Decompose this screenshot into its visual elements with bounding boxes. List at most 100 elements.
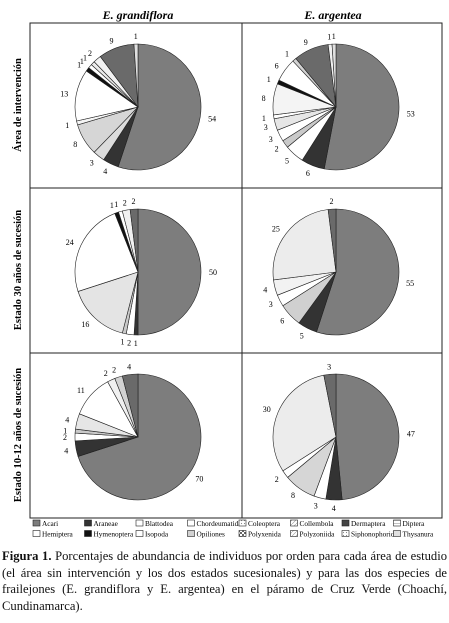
slice-label: 54	[208, 114, 216, 123]
legend-label: Opiliones	[197, 530, 226, 539]
slice-label: 3	[269, 135, 273, 144]
legend-swatch	[393, 519, 401, 527]
slice-label: 1	[327, 32, 331, 41]
pie-chart-figure: E. grandiflora E. argentea Área de inter…	[12, 8, 443, 539]
slice-label: 5	[285, 156, 289, 165]
slice-label: 9	[304, 38, 308, 47]
slice-label: 2	[112, 366, 116, 375]
slice-label: 24	[66, 238, 74, 247]
slice-label: 47	[407, 430, 415, 439]
slice-label: 70	[195, 475, 203, 484]
slice-label: 2	[104, 369, 108, 378]
legend-swatch	[187, 519, 195, 527]
pie-2-1: 47 4 3 8 2 30 3	[263, 362, 415, 513]
legend-swatch	[393, 530, 401, 537]
slice-label: 25	[272, 225, 280, 234]
pie-slice	[121, 373, 139, 438]
legend-label: Polyzoniida	[300, 530, 336, 539]
caption-label: Figura 1.	[2, 549, 52, 563]
slice-label: 2	[275, 475, 279, 484]
slice-label: 2	[132, 197, 136, 206]
slice-label: 4	[103, 167, 107, 176]
legend-swatch	[341, 530, 350, 537]
legend-swatch	[341, 519, 350, 527]
slice-label: 30	[263, 405, 271, 414]
slice-label: 2	[63, 433, 67, 442]
slice-label: 1	[110, 201, 114, 210]
legend-swatch	[238, 530, 247, 537]
slice-label: 1	[134, 339, 138, 348]
panel-grid	[29, 22, 443, 519]
column-header-argentea: E. argentea	[303, 8, 361, 22]
slice-label: 4	[263, 286, 267, 295]
slice-label: 3	[314, 502, 318, 511]
legend-label: Diptera	[403, 519, 426, 528]
caption-text: Porcentajes de abundancia de individuos …	[2, 549, 447, 613]
slice-label: 1	[80, 57, 84, 66]
legend-label: Polyxenida	[248, 530, 282, 539]
slice-label: 6	[275, 61, 279, 70]
legend-swatch	[84, 519, 92, 527]
slice-label: 1	[63, 426, 67, 435]
slice-label: 2	[330, 197, 334, 206]
slice-label: 3	[264, 123, 268, 132]
row-label-10-12-anos: Estado 10-12 años de sucesión	[13, 368, 24, 502]
slice-label: 5	[300, 331, 304, 340]
legend-swatch	[290, 519, 298, 527]
figure-caption: Figura 1. Porcentajes de abundancia de i…	[2, 548, 447, 614]
pie-slice	[272, 209, 337, 281]
legend-swatch	[135, 530, 144, 537]
row-label-30-anos: Estado 30 años de sucesión	[13, 210, 24, 330]
pie-slice	[77, 271, 139, 334]
legend-label: Collembola	[300, 519, 335, 528]
legend-swatch	[32, 519, 41, 527]
legend-label: Blattodea	[145, 519, 174, 528]
legend-label: Hemiptera	[42, 530, 74, 539]
pie-slice	[77, 373, 202, 501]
pie-slice	[327, 208, 337, 273]
column-header-grandiflora: E. grandiflora	[102, 8, 174, 22]
pie-slice	[323, 43, 400, 171]
slice-label: 4	[127, 363, 131, 372]
slice-label: 53	[407, 110, 415, 119]
pie-slice	[331, 43, 337, 108]
legend-label: Acari	[42, 519, 58, 528]
slice-label: 2	[88, 49, 92, 58]
slice-label: 4	[332, 504, 336, 513]
legend-swatch	[238, 519, 247, 527]
pie-slice	[129, 208, 139, 273]
slice-label: 50	[209, 268, 217, 277]
slice-label: 3	[327, 362, 331, 371]
legend-label: Thysanura	[403, 530, 435, 539]
slice-label: 1	[114, 200, 118, 209]
slice-label: 1	[262, 114, 266, 123]
slice-label: 8	[73, 140, 77, 149]
legend-label: Chordeumatida	[197, 519, 243, 528]
pie-slice	[316, 208, 400, 336]
slice-label: 1	[332, 32, 336, 41]
pie-slice	[272, 374, 337, 472]
slice-label: 2	[127, 338, 131, 347]
pie-slice	[323, 373, 337, 438]
legend-swatch	[32, 530, 41, 537]
legend-label: Hymenoptera	[94, 530, 134, 539]
slice-label: 1	[77, 61, 81, 70]
slice-label: 8	[262, 94, 266, 103]
pie-slice	[133, 43, 139, 108]
slice-label: 1	[267, 75, 271, 84]
slice-label: 6	[280, 317, 284, 326]
row-label-intervencion: Área de intervención	[12, 58, 24, 152]
slice-label: 1	[65, 121, 69, 130]
slice-label: 1	[134, 32, 138, 41]
pie-slice	[117, 43, 202, 171]
legend-label: Coleoptera	[248, 519, 281, 528]
slice-label: 3	[269, 300, 273, 309]
legend-label: Araneae	[94, 519, 118, 528]
slice-label: 9	[110, 36, 114, 45]
legend-swatch	[187, 530, 195, 537]
slice-label: 4	[65, 415, 69, 424]
